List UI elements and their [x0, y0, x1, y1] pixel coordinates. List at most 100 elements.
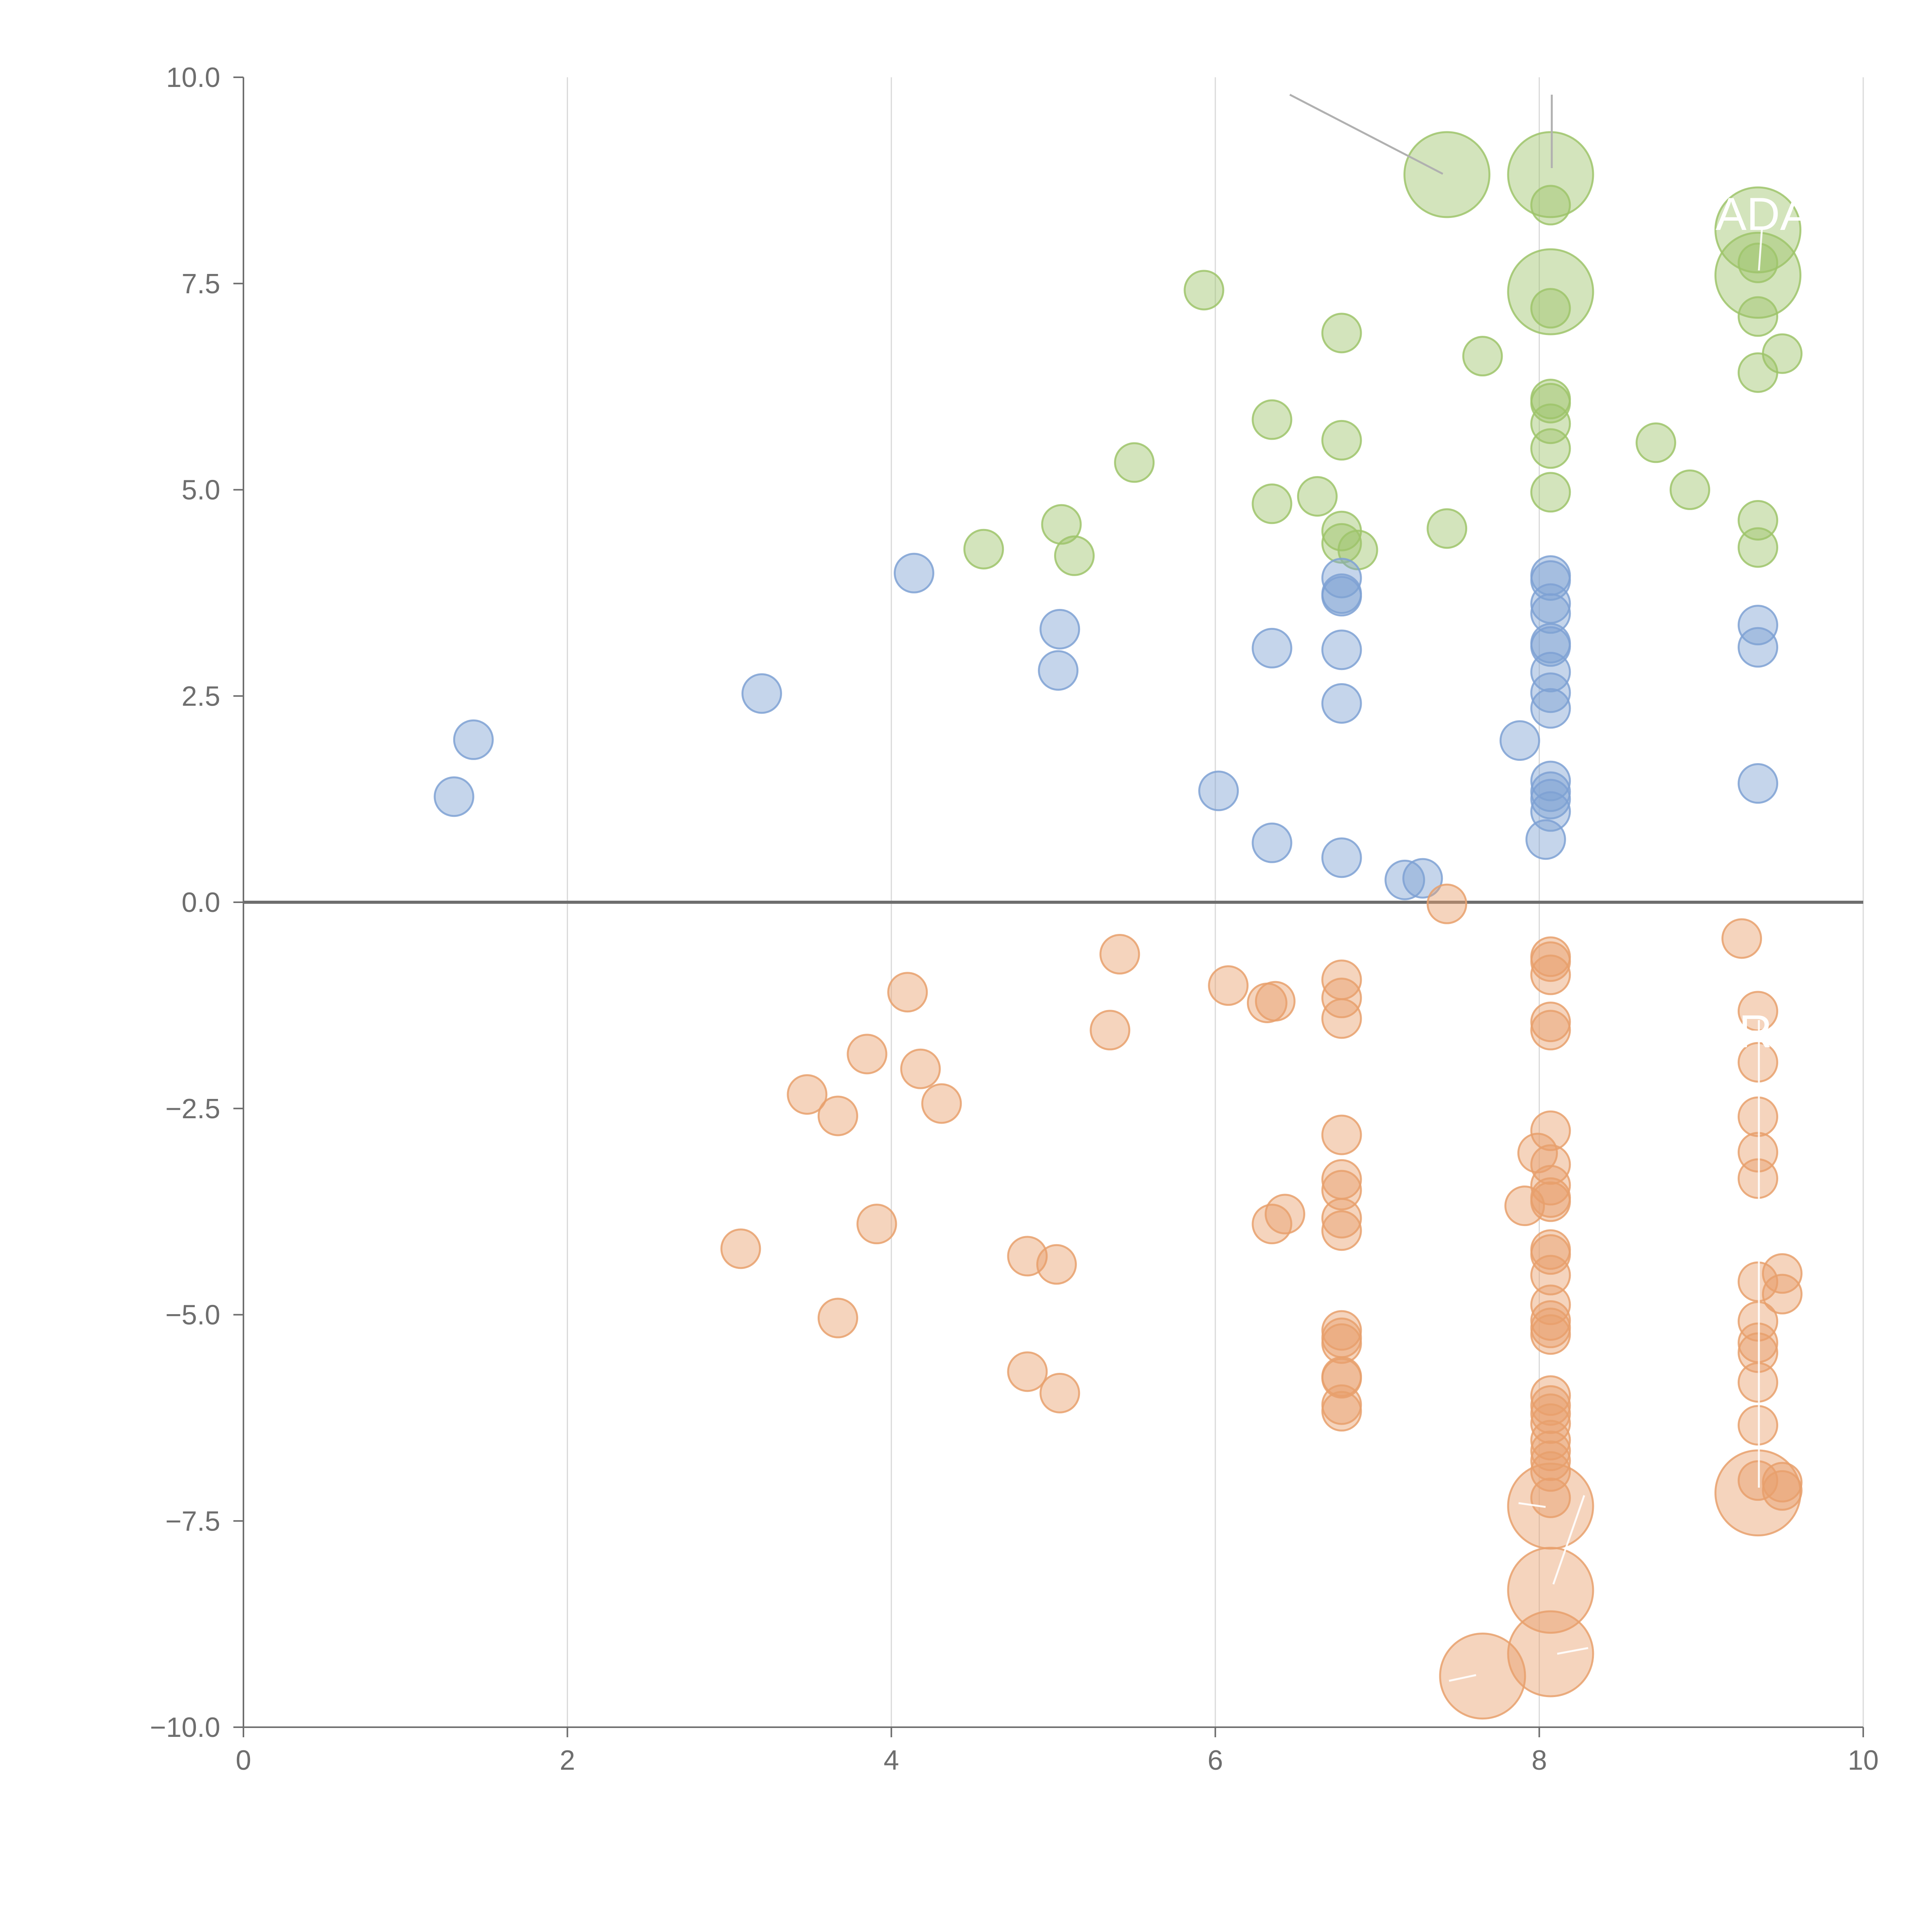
data-point-blue [1252, 628, 1293, 668]
data-point-orange [1099, 934, 1140, 975]
data-point-green [1321, 523, 1362, 564]
data-point-orange [1530, 1385, 1571, 1426]
data-point-orange [856, 1204, 897, 1245]
data-point-green [1714, 186, 1802, 274]
data-point-blue [1530, 560, 1571, 601]
data-point-green [1714, 231, 1802, 319]
data-point-orange [817, 1095, 858, 1136]
data-point-green [1530, 288, 1571, 329]
data-point-blue [741, 673, 782, 714]
data-point-blue [1530, 593, 1571, 634]
data-point-orange [1530, 1284, 1571, 1325]
tick-layer: 0 2 4 6 8 10 10.0 7.5 5.0 2.5 0.0 −2.5 −5.0 −7.5 −10.0 [150, 62, 1879, 1776]
callout-layer [1289, 94, 1763, 1682]
data-point-green [1530, 185, 1571, 226]
data-point-blue [1499, 720, 1540, 761]
y-tick-label: 2.5 [182, 681, 220, 712]
data-point-orange [1530, 1314, 1571, 1355]
callout-line [1758, 228, 1763, 271]
data-point-green [1738, 527, 1779, 568]
data-point-green [1054, 535, 1095, 576]
data-point-blue [1530, 760, 1571, 801]
data-point-green [1403, 131, 1491, 218]
data-point-orange [1321, 1323, 1362, 1364]
data-point-green [1738, 296, 1779, 337]
partial-label-r: R [1739, 1005, 1772, 1057]
data-point-orange [1530, 1181, 1571, 1222]
data-point-orange [1321, 998, 1362, 1039]
data-point-green [1507, 248, 1594, 335]
x-tick-label: 0 [236, 1745, 251, 1776]
data-point-green [1321, 420, 1362, 461]
data-point-blue [1530, 688, 1571, 729]
data-point-orange [1507, 1547, 1594, 1634]
callout-line [1518, 1502, 1546, 1508]
data-point-blue [1198, 770, 1239, 811]
data-point-orange [1090, 1010, 1131, 1051]
data-point-blue [1321, 576, 1362, 617]
data-point-green [1427, 508, 1468, 549]
data-point-blue [453, 719, 494, 760]
data-point-green [1252, 483, 1293, 524]
data-point-green [1738, 242, 1779, 283]
data-point-orange [1252, 1204, 1293, 1245]
data-point-orange [1321, 1114, 1362, 1155]
data-point-orange [1507, 1610, 1594, 1697]
data-point-blue [1738, 605, 1779, 646]
data-point-blue [1530, 779, 1571, 820]
data-point-orange [1530, 1375, 1571, 1416]
data-point-green [1114, 442, 1155, 483]
data-point-blue [434, 776, 474, 817]
label-layer: ADA R [1716, 188, 1811, 1057]
callout-line [1552, 1495, 1585, 1585]
data-point-orange [1517, 1133, 1558, 1173]
data-point-blue [893, 553, 934, 594]
data-point-orange [1530, 1144, 1571, 1185]
data-point-orange [1530, 1110, 1571, 1151]
y-tick-label: 0.0 [182, 887, 220, 918]
y-tick-label: −5.0 [165, 1300, 220, 1331]
x-tick-label: 10 [1848, 1745, 1879, 1776]
data-point-orange [1039, 1372, 1080, 1413]
callout-line [1289, 94, 1444, 175]
data-point-orange [847, 1034, 888, 1075]
x-tick-label: 4 [884, 1745, 899, 1776]
data-point-green [1530, 428, 1571, 469]
data-point-blue [1525, 819, 1566, 860]
data-point-blue [1321, 558, 1362, 599]
x-tick-label: 2 [560, 1745, 575, 1776]
data-point-blue [1384, 859, 1425, 900]
data-point-orange [1721, 918, 1762, 959]
data-point-orange [720, 1228, 761, 1269]
data-point-green [1635, 422, 1676, 463]
data-point-green [1184, 270, 1225, 311]
data-point-blue [1321, 683, 1362, 724]
data-point-green [1530, 383, 1571, 423]
data-point-blue [1530, 672, 1571, 713]
data-point-orange [900, 1048, 941, 1089]
y-tick-label: −10.0 [150, 1712, 220, 1743]
data-point-orange [1762, 1274, 1803, 1315]
data-point-blue [1530, 651, 1571, 692]
data-point-blue [1402, 858, 1443, 899]
data-point-orange [1530, 1420, 1571, 1461]
data-point-green [963, 529, 1004, 570]
data-point-orange [1255, 981, 1296, 1022]
callout-line [1449, 1674, 1476, 1682]
y-tick-label: 5.0 [182, 475, 220, 506]
data-point-orange [921, 1083, 962, 1124]
data-point-blue [1321, 629, 1362, 670]
data-point-orange [1530, 1255, 1571, 1296]
data-point-blue [1039, 609, 1080, 650]
data-point-blue [1038, 650, 1079, 691]
callout-line [1557, 1647, 1588, 1655]
data-point-orange [1208, 965, 1249, 1006]
data-point-green [1507, 131, 1594, 218]
data-point-orange [1321, 1210, 1362, 1251]
y-tick-label: 10.0 [166, 62, 220, 93]
data-point-orange [1530, 1002, 1571, 1043]
data-point-green [1530, 472, 1571, 513]
data-point-green [1462, 336, 1503, 377]
x-tick-label: 6 [1208, 1745, 1223, 1776]
